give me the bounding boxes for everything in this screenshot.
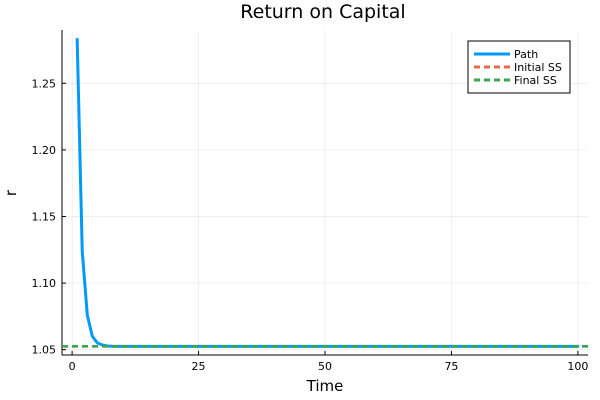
legend-label-final-ss: Final SS: [514, 74, 557, 87]
y-tick-label: 1.05: [32, 344, 57, 357]
x-tick-label: 25: [192, 360, 206, 373]
y-tick-label: 1.10: [32, 277, 57, 290]
chart-title: Return on Capital: [240, 1, 405, 23]
x-tick-label: 75: [444, 360, 458, 373]
x-axis-ticks: 0 25 50 75 100: [69, 351, 588, 373]
legend: Path Initial SS Final SS: [467, 40, 571, 94]
x-tick-label: 100: [567, 360, 588, 373]
plot-area: [62, 37, 588, 348]
x-tick-label: 0: [69, 360, 76, 373]
legend-label-initial-ss: Initial SS: [514, 61, 562, 74]
y-axis-title: r: [2, 189, 20, 196]
y-axis-ticks: 1.05 1.10 1.15 1.20 1.25: [32, 77, 66, 357]
y-tick-label: 1.15: [32, 210, 57, 223]
legend-label-path: Path: [514, 48, 538, 61]
x-tick-label: 50: [318, 360, 332, 373]
y-tick-label: 1.20: [32, 144, 57, 157]
x-axis-title: Time: [306, 377, 344, 395]
y-tick-label: 1.25: [32, 77, 57, 90]
